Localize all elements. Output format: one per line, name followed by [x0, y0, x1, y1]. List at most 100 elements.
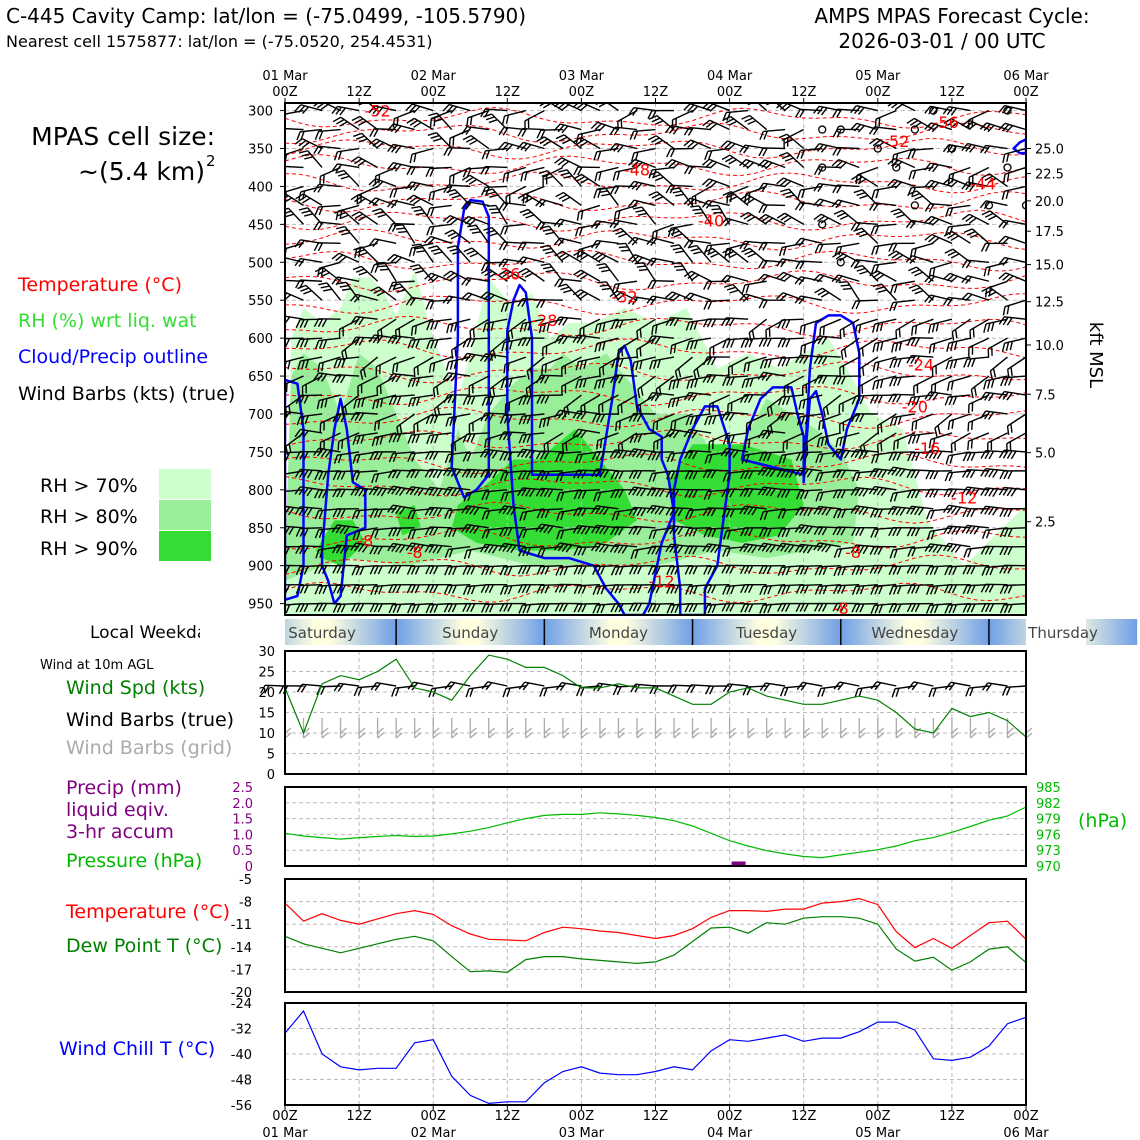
barb-feather — [910, 489, 917, 499]
barb-feather — [376, 487, 383, 497]
wind-barb — [998, 256, 1026, 266]
barb-feather — [794, 237, 802, 246]
barb-feather — [520, 172, 524, 182]
barb-feather — [332, 374, 338, 383]
barb-feather — [501, 142, 510, 151]
barb-feather — [467, 492, 472, 502]
wind-barb — [628, 469, 656, 479]
barb-feather — [835, 275, 843, 284]
barb-feather — [928, 123, 936, 132]
barb-feather — [461, 469, 468, 478]
barb-feather — [778, 455, 783, 464]
barb-feather — [725, 250, 735, 256]
barb-feather — [931, 237, 940, 244]
barb-feather — [313, 372, 320, 381]
barb-feather — [895, 394, 902, 403]
wind-barb — [333, 147, 360, 161]
barb-feather — [519, 208, 529, 214]
barb-feather — [450, 106, 458, 114]
barb-feather — [763, 130, 768, 140]
barb-feather — [757, 159, 765, 167]
barb-feather — [368, 486, 375, 496]
barb-feather — [1010, 423, 1013, 433]
top-hour-label: 00Z — [272, 85, 298, 100]
barb-feather — [557, 283, 567, 288]
barb-feather — [970, 439, 973, 449]
barb-feather — [766, 338, 772, 347]
barb-feather — [817, 183, 824, 193]
wind-barb — [998, 449, 1026, 460]
barb-feather — [516, 256, 524, 265]
barb-feather — [363, 368, 367, 378]
barb-feather — [566, 405, 570, 415]
barb-feather — [998, 105, 1006, 113]
barb-feather — [878, 117, 881, 127]
barb-feather — [301, 153, 311, 157]
barb-feather — [542, 177, 544, 187]
barb-feather — [297, 284, 307, 290]
wind-barb — [612, 227, 638, 244]
barb-feather — [949, 454, 954, 464]
wind-barb — [553, 237, 582, 247]
wind-barb — [777, 318, 804, 329]
barb-feather — [285, 294, 292, 302]
wind-barb — [428, 112, 453, 131]
barb-feather — [766, 408, 770, 418]
wind-barb — [815, 451, 841, 464]
forecast-cycle-date: 2026-03-01 / 00 UTC — [838, 29, 1045, 53]
wind-barb — [651, 223, 675, 241]
wind-barb — [759, 128, 786, 141]
barb-feather — [731, 365, 733, 375]
barb-feather — [980, 505, 987, 515]
barb-feather — [821, 336, 828, 345]
barb-feather — [690, 379, 695, 389]
wind-barb — [887, 393, 915, 403]
wind-barb — [482, 318, 508, 333]
barb-feather — [739, 159, 747, 167]
wind-barb — [720, 447, 749, 459]
wind-barb — [983, 318, 1008, 333]
barb-feather — [798, 524, 805, 534]
barb-feather — [302, 106, 310, 114]
isotherm-contour — [285, 528, 1026, 550]
wind-barb — [961, 468, 989, 479]
barb-feather — [816, 438, 821, 448]
barb-feather — [524, 449, 532, 459]
barb-feather — [843, 450, 850, 459]
legend-dewpoint: Dew Point T (°C) — [66, 935, 222, 957]
barb-feather — [738, 293, 747, 302]
wind-barb — [338, 318, 360, 339]
barb-feather — [483, 544, 490, 553]
wind-barb — [924, 203, 952, 213]
barb-feather — [405, 181, 413, 190]
barb-feather — [469, 252, 479, 258]
barb-feather — [277, 565, 281, 573]
wind-barb — [375, 261, 397, 282]
barb-feather — [539, 524, 546, 533]
barb-feather — [744, 440, 747, 450]
wind-barb — [627, 254, 656, 265]
barb-feather — [821, 526, 828, 536]
barb-feather — [980, 468, 987, 477]
barb-feather — [914, 489, 921, 499]
barb-feather — [424, 526, 431, 536]
barb-feather — [628, 526, 635, 535]
barb-feather — [335, 277, 342, 286]
wind-barb — [295, 394, 323, 405]
barb-feather — [527, 119, 530, 128]
wind-barb — [541, 356, 564, 375]
barb-feather — [779, 179, 788, 186]
wind-barb — [685, 413, 712, 426]
barb-feather — [542, 247, 552, 252]
barb-feather — [631, 238, 639, 246]
barb-feather — [387, 254, 395, 262]
barb-feather — [601, 193, 611, 197]
barb-feather — [556, 511, 561, 521]
wind-barb — [741, 375, 767, 389]
barb-feather — [262, 318, 267, 326]
barb-feather — [651, 193, 661, 199]
wind-barb — [319, 432, 341, 452]
barb-feather — [813, 506, 820, 515]
barb-feather — [858, 506, 865, 515]
barb-feather — [765, 430, 772, 440]
